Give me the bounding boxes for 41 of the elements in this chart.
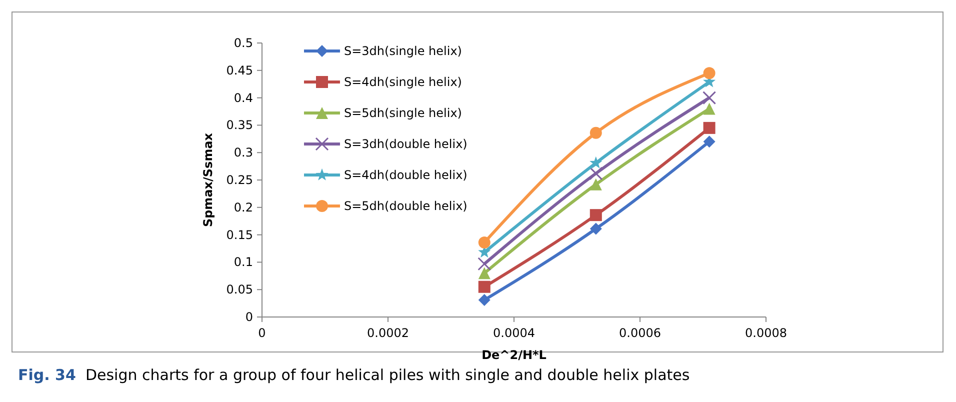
- point: [590, 156, 602, 168]
- y-tick-label: 0.4: [234, 90, 253, 105]
- point: [702, 91, 716, 105]
- y-tick-label: 0.45: [226, 63, 253, 78]
- legend-label: S=3dh(single helix): [344, 44, 462, 58]
- point: [590, 222, 602, 235]
- point: [478, 236, 490, 248]
- point: [478, 280, 490, 293]
- legend-label: S=3dh(double helix): [344, 137, 468, 151]
- y-tick-label: 0.3: [234, 146, 253, 160]
- legend-label: S=4dh(double helix): [344, 168, 468, 182]
- x-tick-label: 0: [258, 326, 266, 340]
- y-tick-label: 0: [245, 310, 253, 324]
- y-tick-label: 0.35: [226, 118, 253, 132]
- x-tick-label: 0.0008: [745, 326, 787, 340]
- x-tick-label: 0.0004: [493, 326, 535, 340]
- x-axis-title: De^2/H*L: [482, 348, 547, 362]
- point: [478, 267, 490, 280]
- legend-label: S=4dh(single helix): [344, 75, 462, 89]
- y-tick-label: 0.2: [234, 200, 253, 214]
- caption: Fig. 34 Design charts for a group of four helical piles with single and double helix plates: [18, 366, 690, 384]
- point: [478, 294, 490, 306]
- point: [703, 122, 716, 134]
- y-tick-label: 0.25: [226, 173, 253, 187]
- y-axis-title: Spmax/Ssmax: [201, 132, 215, 228]
- point: [703, 102, 716, 115]
- legend-label: S=5dh(single helix): [344, 106, 462, 120]
- y-tick-label: 0.5: [234, 36, 253, 50]
- y-tick-label: 0.1: [234, 255, 253, 270]
- legend-label: S=5dh(double helix): [344, 199, 468, 213]
- y-tick-label: 0.15: [226, 228, 253, 242]
- x-tick-label: 0.0006: [619, 326, 661, 340]
- y-tick-label: 0.05: [226, 282, 253, 297]
- point: [590, 209, 602, 222]
- x-tick-label: 0.0002: [367, 326, 409, 340]
- point: [590, 178, 602, 190]
- point: [478, 257, 492, 271]
- point: [590, 126, 602, 139]
- point: [703, 136, 716, 148]
- point: [589, 166, 603, 180]
- point: [703, 67, 716, 80]
